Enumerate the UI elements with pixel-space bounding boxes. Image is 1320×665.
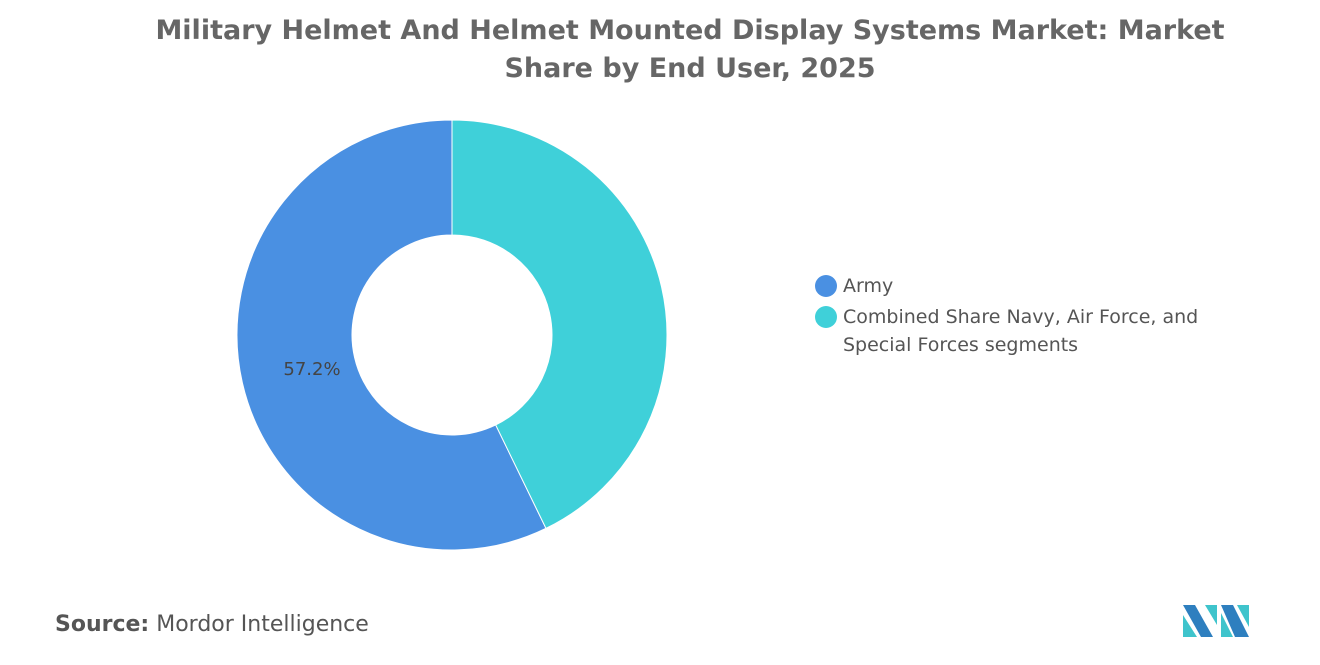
data-label: 57.2%	[283, 359, 340, 380]
legend-swatch	[815, 275, 837, 297]
source-note: Source: Mordor Intelligence	[55, 612, 369, 637]
legend-swatch	[815, 306, 837, 328]
chart-title: Military Helmet And Helmet Mounted Displ…	[155, 15, 1225, 84]
legend-item-army: Army	[815, 272, 893, 300]
legend-label: Combined Share Navy, Air Force, and Spec…	[843, 306, 1199, 356]
legend-label: Army	[843, 275, 894, 297]
legend-item-combined: Combined Share Navy, Air Force, and Spec…	[815, 303, 1235, 359]
donut-slice-combined	[451, 119, 668, 530]
donut-slice-army	[236, 119, 547, 551]
mordor-logo-icon	[1183, 605, 1249, 637]
source-label: Source:	[55, 612, 150, 637]
source-text: Mordor Intelligence	[156, 612, 369, 637]
